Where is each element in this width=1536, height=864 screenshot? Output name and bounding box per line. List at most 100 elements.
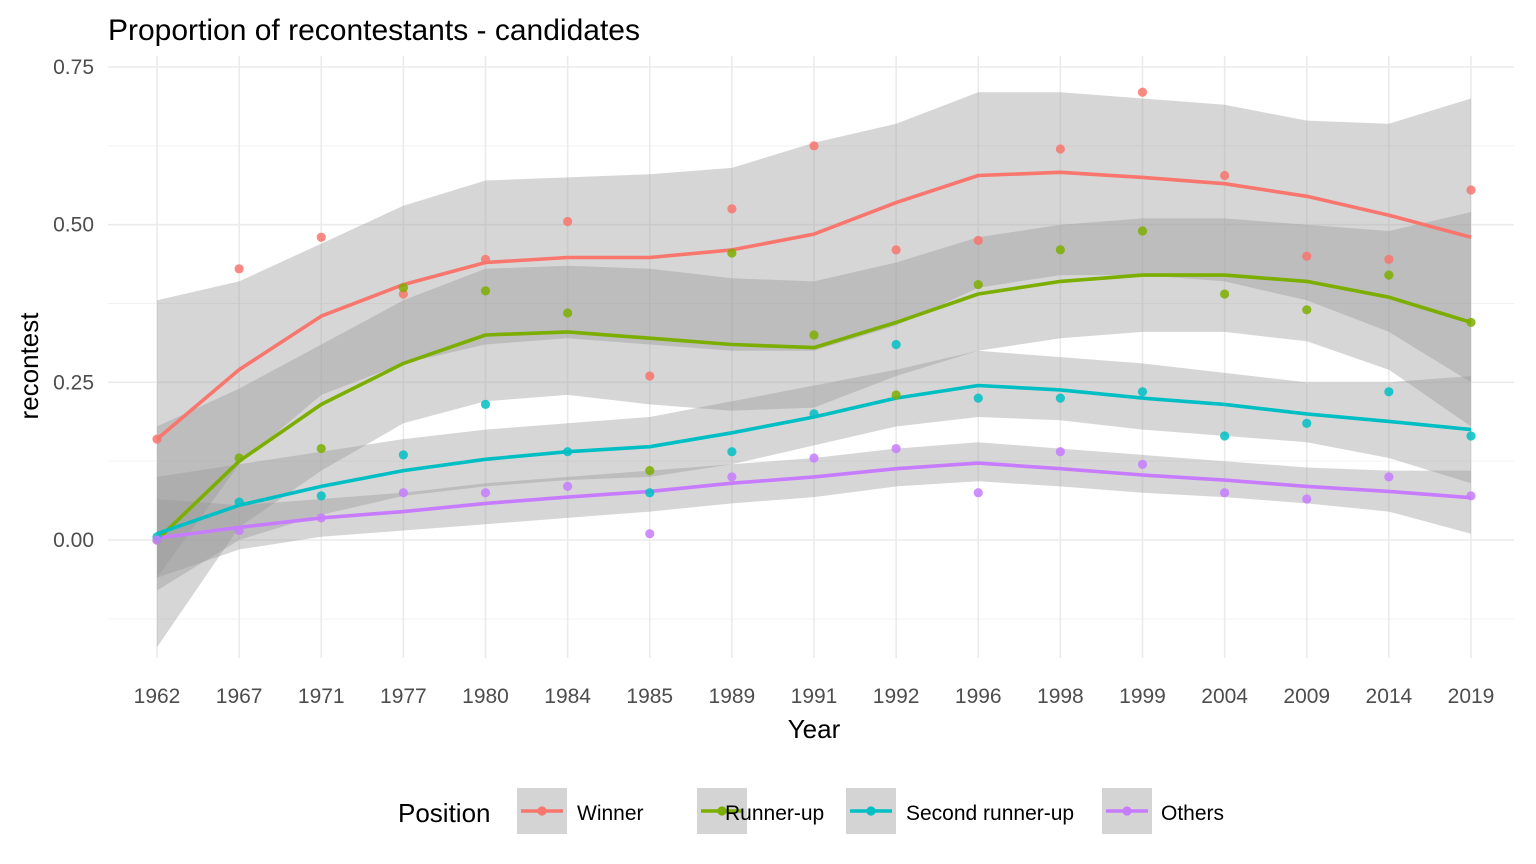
y-axis-title: recontest xyxy=(14,312,44,420)
data-points xyxy=(152,87,1476,545)
x-tick-label: 1989 xyxy=(709,685,756,708)
x-axis-title: Year xyxy=(788,714,841,744)
data-point-winner xyxy=(1055,144,1065,154)
legend-key-point xyxy=(1122,806,1132,816)
data-point-others xyxy=(727,472,737,482)
data-point-second-runner-up xyxy=(563,447,573,457)
data-point-runner-up xyxy=(480,286,491,296)
x-tick-label: 1971 xyxy=(298,685,345,708)
data-point-others xyxy=(1466,491,1476,501)
legend-key-point xyxy=(537,806,547,816)
data-point-others xyxy=(809,453,819,463)
data-point-others xyxy=(645,529,655,539)
x-tick-label: 1977 xyxy=(380,685,427,708)
x-tick-label: 1998 xyxy=(1037,685,1084,708)
legend-label: Second runner-up xyxy=(906,802,1074,825)
data-point-runner-up xyxy=(809,330,819,340)
data-point-second-runner-up xyxy=(480,399,491,410)
data-point-second-runner-up xyxy=(234,497,244,507)
x-tick-label: 1992 xyxy=(873,685,920,708)
data-point-runner-up xyxy=(1466,317,1476,328)
data-point-runner-up xyxy=(563,308,573,318)
data-point-others xyxy=(563,481,573,491)
data-point-second-runner-up xyxy=(1384,387,1394,397)
smooth-line-winner xyxy=(155,170,1472,441)
x-axis-ticks: 1962 1967 1971 1977 1980 1984 1985 1989 1991 1992… xyxy=(134,685,1495,708)
data-point-second-runner-up xyxy=(973,393,983,403)
data-point-winner xyxy=(1384,254,1394,264)
chart-title: Proportion of recontestants - candidates xyxy=(108,14,640,47)
y-tick-label: 0.00 xyxy=(53,529,94,552)
data-point-others xyxy=(1220,488,1230,498)
data-point-runner-up xyxy=(891,390,901,400)
data-point-second-runner-up xyxy=(727,447,737,457)
legend-label: Winner xyxy=(577,802,644,825)
data-point-second-runner-up xyxy=(645,488,655,498)
data-point-runner-up xyxy=(1302,305,1312,315)
data-point-second-runner-up xyxy=(1220,431,1230,441)
data-point-winner xyxy=(891,245,901,255)
data-point-winner xyxy=(645,371,655,381)
data-point-others xyxy=(234,525,244,536)
smooth-line-others xyxy=(156,461,1472,540)
data-point-others xyxy=(1055,447,1065,457)
data-point-second-runner-up xyxy=(1055,393,1065,403)
data-point-runner-up xyxy=(316,443,326,454)
x-tick-label: 2004 xyxy=(1201,685,1248,708)
data-point-others xyxy=(480,488,491,498)
grid xyxy=(108,56,1514,658)
x-tick-label: 1980 xyxy=(462,685,509,708)
data-point-winner xyxy=(809,141,819,151)
smooth-lines xyxy=(155,170,1472,542)
x-tick-label: 1967 xyxy=(216,685,263,708)
x-tick-label: 1996 xyxy=(955,685,1002,708)
data-point-second-runner-up xyxy=(316,491,326,501)
x-tick-label: 2009 xyxy=(1283,685,1330,708)
data-point-others xyxy=(1137,459,1148,469)
confidence-band-runner-up xyxy=(157,212,1471,648)
confidence-band-second-runner-up xyxy=(157,350,1471,591)
x-tick-label: 2014 xyxy=(1366,685,1413,708)
data-point-runner-up xyxy=(727,248,737,258)
legend-key-point xyxy=(866,806,876,816)
data-point-runner-up xyxy=(1384,270,1394,280)
y-tick-label: 0.75 xyxy=(53,56,94,79)
y-tick-label: 0.25 xyxy=(53,371,94,394)
data-point-runner-up xyxy=(973,279,983,290)
data-point-winner xyxy=(563,216,573,227)
data-point-winner xyxy=(398,289,408,299)
x-tick-label: 1991 xyxy=(791,685,838,708)
data-point-runner-up xyxy=(234,453,244,463)
legend-title: Position xyxy=(398,798,491,828)
data-point-winner xyxy=(1220,170,1230,181)
x-tick-label: 1985 xyxy=(626,685,673,708)
legend-key-point xyxy=(717,806,727,816)
data-point-second-runner-up xyxy=(1302,418,1312,428)
data-point-runner-up xyxy=(1137,226,1148,236)
y-tick-label: 0.50 xyxy=(53,214,94,237)
data-point-winner xyxy=(1466,185,1476,195)
data-point-others xyxy=(1302,494,1312,504)
legend-label: Runner-up xyxy=(725,802,824,825)
x-tick-label: 2019 xyxy=(1448,685,1495,708)
data-point-winner xyxy=(1137,87,1148,97)
data-point-runner-up xyxy=(1055,245,1065,255)
data-point-runner-up xyxy=(1220,289,1230,299)
y-axis-ticks: 0.00 0.25 0.50 0.75 xyxy=(53,56,94,552)
data-point-winner xyxy=(316,232,326,242)
data-point-second-runner-up xyxy=(1466,431,1476,441)
data-point-winner xyxy=(234,264,244,274)
legend-label: Others xyxy=(1161,802,1224,825)
data-point-runner-up xyxy=(645,466,655,476)
x-tick-label: 1984 xyxy=(544,685,591,708)
data-point-others xyxy=(398,488,408,498)
data-point-winner xyxy=(152,434,162,444)
data-point-others xyxy=(316,513,326,523)
data-point-second-runner-up xyxy=(809,409,819,419)
data-point-second-runner-up xyxy=(1137,387,1148,397)
data-point-winner xyxy=(480,254,491,264)
x-tick-label: 1962 xyxy=(134,685,181,708)
data-point-second-runner-up xyxy=(891,339,901,350)
data-point-others xyxy=(973,488,983,498)
